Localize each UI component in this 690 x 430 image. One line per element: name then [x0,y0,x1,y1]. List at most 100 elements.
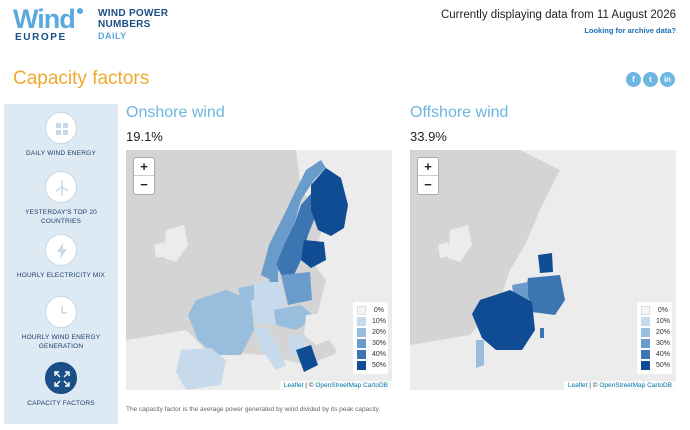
leaflet-link[interactable]: Leaflet [283,382,304,389]
archive-link[interactable]: Looking for archive data? [584,26,676,35]
sidebar-item-label: DAILY WIND ENERGY [26,150,96,157]
attribution-separator: | © [587,382,600,389]
sidebar-item-label: CAPACITY FACTORS [27,400,95,407]
poland-shape [281,272,312,305]
sidebar-item-hourly-wind-generation[interactable]: HOURLY WIND ENERGY GENERATION [4,296,118,351]
legend-row: 10% [641,316,671,327]
grid-icon [45,112,77,144]
legend-row: 10% [357,316,387,327]
cartodb-link[interactable]: CartoDB [647,382,672,389]
legend-swatch [357,361,366,370]
offshore-zoom-control: + − [417,157,439,195]
ireland-land [438,242,450,258]
legend-label: 10% [656,318,671,325]
footnote: The capacity factor is the average power… [126,406,381,413]
logo-dot [76,8,83,14]
turbine-icon [45,171,77,203]
expand-icon [45,362,77,394]
leaflet-link[interactable]: Leaflet [567,382,588,389]
legend-swatch [357,328,366,337]
benelux-shape [238,285,254,300]
legend-row: 30% [641,338,671,349]
denmark-shape [268,266,278,283]
legend-row: 40% [641,349,670,360]
zoom-out-button[interactable]: − [424,177,432,192]
onshore-legend: 0% 10% 20% 30% 40% 50% [353,302,388,374]
sidebar-item-daily-wind-energy[interactable]: DAILY WIND ENERGY [4,112,118,158]
legend-swatch [357,306,366,315]
current-date-text: Currently displaying data from 11 August… [440,9,676,21]
sidebar-item-capacity-factors[interactable]: CAPACITY FACTORS [4,362,118,408]
zoom-in-button[interactable]: + [418,158,438,176]
legend-label: 20% [656,329,671,336]
legend-label: 50% [656,362,671,369]
legend-row: 30% [357,338,386,349]
legend-row: 20% [641,327,671,338]
uk-land [448,225,472,262]
legend-swatch [641,350,650,359]
legend-label: 40% [372,351,387,358]
page-title: Capacity factors [13,68,150,89]
legend-swatch [641,317,650,326]
legend-label: 0% [657,307,668,314]
greece-shape [296,345,318,372]
denmark-shape [538,253,553,273]
portugal-shape [476,340,484,368]
legend-label: 0% [373,307,384,314]
osm-link[interactable]: OpenStreetMap [599,382,646,389]
clock-icon [45,296,77,328]
legend-swatch [357,317,366,326]
corsica-shape [540,328,544,338]
logo-wind[interactable]: Wind [13,4,83,35]
header: Wind EUROPE WIND POWER NUMBERS DAILY Cur… [0,0,690,52]
finland-shape [311,168,348,236]
sweden-shape [276,190,318,280]
sidebar-item-label: HOURLY ELECTRICITY MIX [16,272,106,279]
legend-swatch [641,328,650,337]
legend-row: 0% [357,305,384,316]
legend-row: 50% [357,360,386,371]
france-shape [188,290,254,355]
italy-shape [254,328,286,370]
linkedin-icon[interactable]: in [660,72,675,87]
map-attribution: Leaflet | © OpenStreetMap CartoDB [279,381,392,390]
legend-swatch [641,361,650,370]
onshore-title: Onshore wind [126,104,225,121]
logo-europe: EUROPE [15,32,67,43]
sidebar: DAILY WIND ENERGY YESTERDAY'S TOP 20 COU… [4,104,118,424]
offshore-map[interactable]: + − 0% 10% 20% 30% 40% 50% Leaflet | © O… [410,150,676,390]
baltics-shape [301,240,326,268]
legend-row: 20% [357,327,387,338]
map-attribution: Leaflet | © OpenStreetMap CartoDB [563,381,676,390]
legend-row: 40% [357,349,387,360]
app-title-line1: WIND POWER [98,8,169,19]
twitter-icon[interactable]: t [643,72,658,87]
legend-label: 20% [372,329,387,336]
offshore-map-canvas[interactable] [410,150,676,390]
legend-swatch [357,350,366,359]
app-title: WIND POWER NUMBERS [98,8,168,30]
uk-land [164,225,188,262]
zoom-in-button[interactable]: + [134,158,154,176]
facebook-icon[interactable]: f [626,72,641,87]
cartodb-link[interactable]: CartoDB [363,382,388,389]
sidebar-item-top-20-countries[interactable]: YESTERDAY'S TOP 20 COUNTRIES [4,171,118,226]
legend-label: 30% [656,340,671,347]
norway-shape [261,160,326,280]
legend-label: 10% [372,318,387,325]
sidebar-item-hourly-electricity-mix[interactable]: HOURLY ELECTRICITY MIX [4,234,118,280]
lightning-icon [45,234,77,266]
onshore-map[interactable]: + − 0% 10% 20% 30% 40% 50% Leaflet | © O… [126,150,392,390]
zoom-out-button[interactable]: − [140,177,148,192]
app-subtitle: DAILY [98,31,127,41]
legend-swatch [357,339,366,348]
romania-shape [304,312,341,345]
france-shape [472,290,535,350]
osm-link[interactable]: OpenStreetMap [315,382,362,389]
legend-row: 0% [641,305,668,316]
offshore-title: Offshore wind [410,104,509,121]
onshore-zoom-control: + − [133,157,155,195]
iberia-shape [176,348,226,390]
onshore-value: 19.1% [126,129,163,144]
germany-shape [526,275,565,315]
